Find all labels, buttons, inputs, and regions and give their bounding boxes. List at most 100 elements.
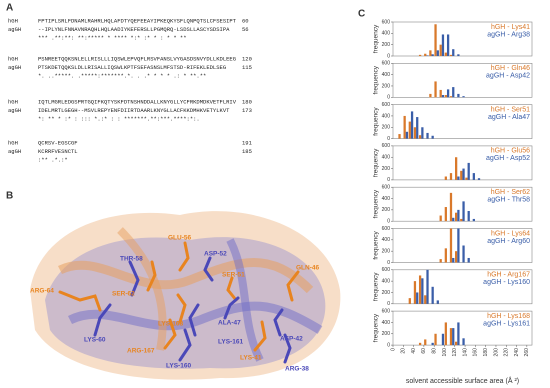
bar (424, 295, 427, 304)
bar (418, 54, 422, 56)
bar (449, 228, 453, 263)
y-tick-label: 400 (382, 320, 391, 326)
legend-entry: agGH - Arg60 (487, 238, 530, 245)
residue-label: LYS-160 (166, 363, 191, 370)
x-tick-label: 220 (504, 348, 510, 357)
consensus: *** .**:**: **:***** * **** *:* :* * : *… (38, 34, 187, 41)
bar (446, 89, 450, 98)
y-tick-label: 600 (382, 308, 391, 314)
bar (434, 81, 437, 98)
residue-label: ARG-38 (285, 366, 309, 373)
bar (439, 215, 442, 222)
y-tick-label: 0 (387, 53, 390, 59)
y-tick-label: 200 (382, 331, 391, 337)
bar (398, 134, 401, 139)
bar (416, 117, 419, 139)
residue-label: ASP-52 (204, 251, 227, 258)
bar (431, 54, 434, 56)
bar (403, 115, 406, 139)
residue-label: LYS-60 (84, 337, 106, 344)
x-tick-label: 120 (452, 348, 458, 357)
y-axis-label: frequency (373, 65, 380, 94)
bar (421, 127, 424, 139)
legend-entry: hGH - Glu56 (491, 148, 530, 155)
residue-label: ARG-64 (30, 288, 54, 295)
bar (441, 333, 445, 346)
bar (457, 322, 460, 346)
residue-label: SER-51 (222, 272, 245, 279)
x-tick-label: 20 (401, 348, 407, 354)
consensus: *: ** * :* : ::: *.:* : : *******.**:***… (38, 115, 200, 122)
bar (449, 96, 453, 98)
bar (444, 176, 447, 180)
y-tick-label: 0 (387, 260, 390, 266)
residue-label: THR-58 (120, 256, 143, 263)
y-tick-label: 400 (382, 72, 391, 78)
bar (408, 121, 411, 139)
sequence: FPTIPLSRLFDNAMLRAHRLHQLAFDTYQEFEEAYIPKEQ… (38, 17, 237, 24)
residue-label: LYS-168 (158, 321, 183, 328)
bar (462, 338, 465, 346)
legend-entry: hGH - Lys168 (487, 313, 530, 320)
y-tick-label: 200 (382, 83, 391, 89)
bar (444, 322, 447, 346)
sequence-end: 115 (242, 64, 252, 71)
sequence-end: 60 (242, 17, 249, 24)
legend-entry: hGH - Lys41 (491, 24, 530, 31)
bar (467, 162, 470, 180)
y-tick-label: 400 (382, 196, 391, 202)
sequence: KCRRFVESNCTL (38, 148, 78, 155)
bar (431, 342, 434, 346)
protein-structure (30, 211, 341, 380)
bar (449, 173, 453, 180)
y-tick-label: 400 (382, 278, 391, 284)
legend-entry: agGH - Arg38 (487, 31, 530, 38)
bar (444, 248, 447, 263)
x-tick-label: 240 (514, 348, 520, 357)
bar (457, 93, 460, 98)
y-tick-label: 200 (382, 125, 391, 131)
bar (452, 49, 455, 56)
bar (449, 54, 453, 56)
y-tick-label: 0 (387, 95, 390, 101)
legend-entry: hGH - Ser62 (491, 189, 530, 196)
y-axis-label: frequency (373, 230, 380, 259)
y-axis-label: frequency (373, 313, 380, 342)
bar (439, 44, 442, 56)
legend-entry: hGH - Ser51 (491, 106, 530, 113)
bar (444, 95, 447, 98)
bar (457, 228, 460, 263)
x-tick-label: 40 (411, 348, 417, 354)
bar (444, 207, 447, 222)
bar (410, 111, 414, 139)
bar (477, 178, 481, 180)
bar (462, 96, 465, 98)
bar (460, 170, 463, 180)
consensus: :** .*.:* (38, 156, 68, 163)
x-tick-label: 160 (473, 348, 479, 357)
bar (426, 269, 429, 304)
sequence-name: hGH (8, 17, 18, 24)
bar (457, 209, 460, 222)
bar (462, 168, 465, 180)
bar (452, 217, 455, 222)
bar (441, 95, 445, 98)
y-tick-label: 200 (382, 42, 391, 48)
y-axis-label: frequency (373, 189, 380, 218)
bar (436, 300, 439, 304)
residue-label: SER-62 (112, 291, 135, 298)
sequence-end: 191 (242, 139, 253, 146)
y-tick-label: 0 (387, 219, 390, 225)
bar (431, 135, 434, 139)
bar (457, 176, 460, 180)
sequence: PSNREETQQKSNLELLRISLLLIQSWLEPVQFLRSVFANS… (38, 55, 236, 62)
bar (424, 339, 427, 346)
sequence: IDELMRTLGEGH--MSVLREPYENFDIIRTDAARLKNYGL… (38, 107, 230, 114)
bar (416, 292, 419, 304)
x-tick-label: 180 (483, 348, 489, 357)
bar (455, 212, 458, 222)
bar (444, 52, 447, 56)
residue-label: GLU-56 (168, 235, 192, 242)
bar (429, 93, 432, 98)
